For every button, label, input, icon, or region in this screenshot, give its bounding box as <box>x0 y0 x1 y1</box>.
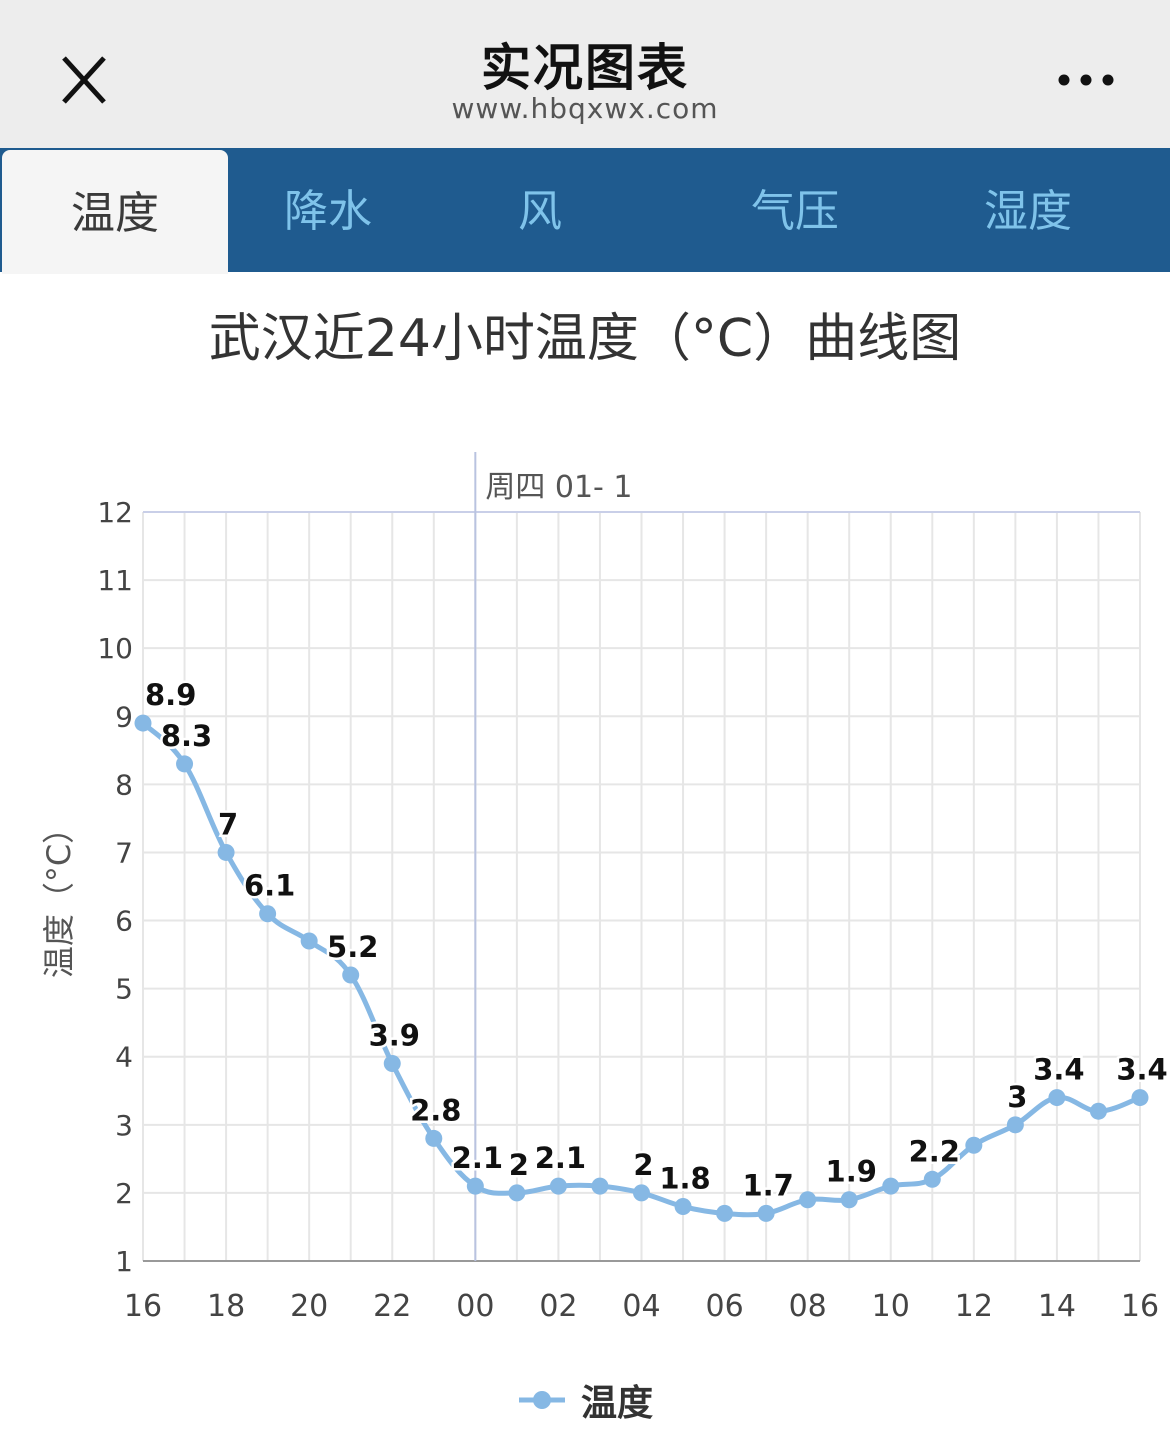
data-label: 2.2 <box>909 1134 960 1168</box>
y-tick-label: 12 <box>97 496 133 529</box>
data-point <box>466 1177 484 1195</box>
x-tick-label: 22 <box>373 1289 411 1324</box>
x-tick-label: 04 <box>622 1289 660 1324</box>
data-label: 1.7 <box>742 1168 793 1202</box>
data-label: 6.1 <box>244 869 295 903</box>
data-point <box>176 755 194 773</box>
x-tick-label: 14 <box>1038 1289 1076 1324</box>
x-tick-label: 02 <box>539 1289 577 1324</box>
data-label: 2 <box>509 1148 529 1182</box>
x-tick-label: 00 <box>456 1289 494 1324</box>
y-tick-label: 7 <box>115 836 133 869</box>
x-tick-label: 18 <box>207 1289 245 1324</box>
data-point <box>134 714 152 732</box>
tab-temperature[interactable]: 温度 <box>2 150 228 274</box>
data-label: 8.9 <box>145 678 196 712</box>
data-point <box>591 1177 609 1195</box>
data-label: 3.9 <box>369 1019 420 1053</box>
y-tick-label: 8 <box>115 768 133 801</box>
x-tick-label: 12 <box>955 1289 993 1324</box>
data-label: 3.4 <box>1116 1053 1167 1087</box>
tab-wind[interactable]: 风 <box>518 186 562 237</box>
y-axis-title: 温度（°C） <box>40 812 78 978</box>
data-point <box>1006 1116 1024 1134</box>
close-button[interactable] <box>52 48 116 112</box>
data-point <box>1089 1102 1107 1120</box>
data-point <box>674 1198 692 1216</box>
data-point <box>799 1191 817 1209</box>
legend-marker-icon <box>518 1391 565 1409</box>
data-point <box>383 1055 401 1073</box>
data-label: 2.1 <box>452 1141 503 1175</box>
tab-humidity[interactable]: 湿度 <box>984 186 1072 237</box>
data-point <box>342 966 360 984</box>
y-tick-label: 5 <box>115 973 133 1006</box>
x-tick-label: 10 <box>872 1289 910 1324</box>
y-tick-label: 9 <box>115 700 133 733</box>
data-point <box>300 932 318 950</box>
x-tick-label: 08 <box>789 1289 827 1324</box>
data-label: 2.1 <box>535 1141 586 1175</box>
data-point <box>633 1184 650 1202</box>
data-point <box>840 1191 858 1209</box>
x-tick-label: 16 <box>1121 1289 1159 1324</box>
data-point <box>1048 1089 1066 1107</box>
y-tick-label: 11 <box>97 564 133 597</box>
data-point <box>508 1184 526 1202</box>
x-tick-label: 16 <box>124 1289 162 1324</box>
data-label: 3 <box>1007 1080 1027 1114</box>
top-bar: 实况图表 www.hbqxwx.com <box>0 0 1170 148</box>
y-tick-label: 1 <box>115 1245 133 1278</box>
data-label: 2.8 <box>410 1093 461 1127</box>
data-label: 7 <box>218 807 238 841</box>
data-point <box>923 1170 941 1188</box>
data-point <box>549 1177 567 1195</box>
data-point <box>259 905 277 923</box>
data-label: 5.2 <box>327 930 378 964</box>
data-label: 1.9 <box>826 1155 877 1189</box>
chart-legend[interactable]: 温度 <box>0 1370 1170 1430</box>
tab-precipitation[interactable]: 降水 <box>284 186 372 237</box>
data-point <box>217 843 235 861</box>
data-label: 2 <box>633 1148 653 1182</box>
y-tick-label: 3 <box>115 1109 133 1142</box>
more-dots-icon <box>1058 74 1114 86</box>
y-tick-label: 10 <box>97 632 133 665</box>
data-point <box>965 1136 983 1154</box>
close-icon <box>62 56 106 104</box>
legend-label: 温度 <box>580 1383 653 1424</box>
y-tick-label: 6 <box>115 905 133 938</box>
data-label: 3.4 <box>1033 1053 1084 1087</box>
page-title: 实况图表 <box>481 39 689 97</box>
x-tick-label: 20 <box>290 1289 328 1324</box>
data-label: 1.8 <box>659 1162 710 1196</box>
data-point <box>716 1204 734 1222</box>
tab-bar: 温度 降水 风 气压 湿度 <box>0 148 1170 274</box>
chart-title: 武汉近24小时温度（°C）曲线图 <box>208 309 962 369</box>
day-marker-label: 周四 01- 1 <box>485 470 632 505</box>
page-url: www.hbqxwx.com <box>451 92 719 125</box>
more-button[interactable] <box>1052 60 1124 100</box>
data-point <box>882 1177 900 1195</box>
data-point <box>1131 1089 1149 1107</box>
y-tick-label: 4 <box>115 1041 133 1074</box>
data-point <box>757 1204 775 1222</box>
data-point <box>425 1129 443 1147</box>
tab-pressure[interactable]: 气压 <box>751 186 839 237</box>
data-label: 8.3 <box>161 719 212 753</box>
y-tick-label: 2 <box>115 1177 133 1210</box>
x-tick-label: 06 <box>705 1289 743 1324</box>
